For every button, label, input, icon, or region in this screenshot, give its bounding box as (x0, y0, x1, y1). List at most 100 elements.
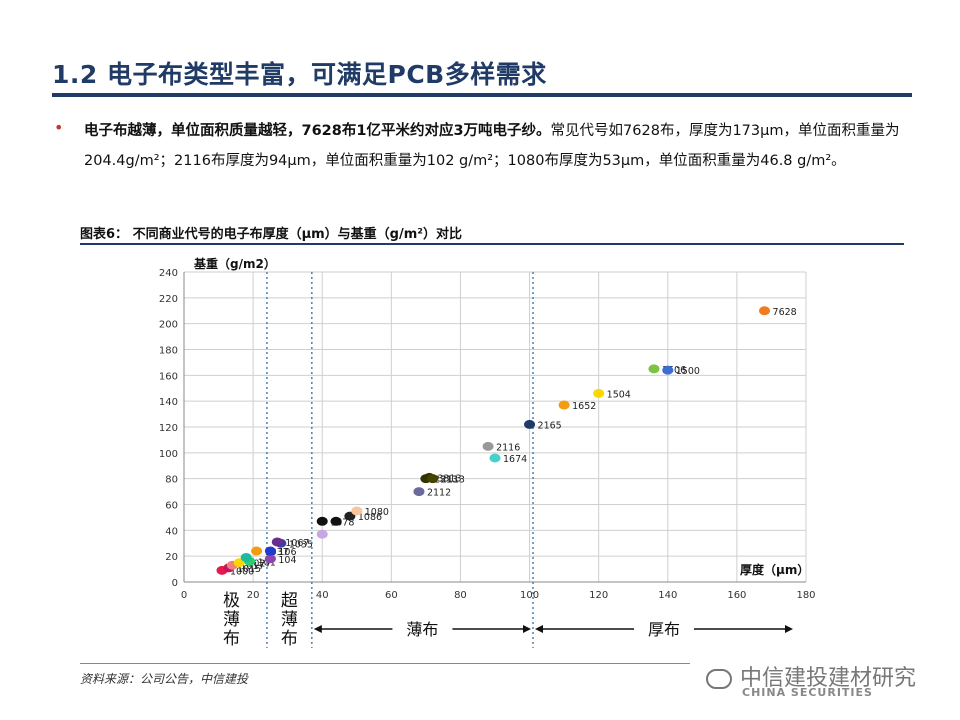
data-label: 101 (258, 557, 276, 568)
data-point (593, 388, 605, 398)
region-extra-thin: 超薄布 (281, 591, 298, 649)
data-point (524, 419, 536, 429)
data-point (316, 529, 328, 539)
data-label: 2112 (427, 488, 451, 499)
y-tick-label: 0 (172, 578, 178, 589)
y-tick-label: 100 (159, 449, 178, 460)
y-tick-label: 200 (159, 320, 178, 331)
data-label: 1086 (358, 512, 382, 523)
data-label: 1500 (676, 366, 700, 377)
data-label: 2116 (496, 442, 520, 453)
data-label: 2165 (538, 420, 562, 431)
watermark-text: 中信建投建材研究 (740, 666, 917, 691)
y-tick-label: 220 (159, 294, 178, 305)
y-tick-label: 140 (159, 397, 178, 408)
bullet-rest: 常见代号如7628布，厚度为173μm，单位面积重量为204.4g/m²；211… (84, 123, 900, 169)
data-label: 1504 (607, 389, 631, 400)
y-tick-label: 60 (165, 501, 178, 512)
region-char: 薄 (223, 610, 240, 630)
x-axis-label: 厚度（μm） (740, 562, 809, 577)
data-point (427, 474, 439, 484)
arrow-head (313, 625, 322, 633)
region-char: 布 (223, 629, 240, 649)
data-label: 1027 (247, 559, 271, 570)
data-label: 104 (278, 555, 296, 566)
data-point (489, 453, 501, 463)
x-tick-label: 180 (796, 590, 815, 601)
wechat-icon (706, 669, 732, 689)
arrow-head (785, 625, 793, 633)
y-tick-label: 180 (159, 346, 178, 357)
data-point (413, 487, 425, 497)
x-tick-label: 40 (316, 590, 329, 601)
y-tick-label: 20 (165, 552, 178, 563)
x-tick-label: 140 (658, 590, 677, 601)
data-label: 1017 (240, 561, 264, 572)
watermark-sub: CHINA SECURITIES (742, 686, 873, 699)
data-label: 1078 (330, 517, 354, 528)
arrow-head (523, 625, 532, 633)
figure-title-rule (80, 243, 904, 245)
data-label: 2313 (434, 475, 458, 486)
region-thick: 厚布 (535, 620, 793, 639)
y-tick-label: 80 (165, 475, 178, 486)
bullet-lead: 电子布越薄，单位面积质量越轻，7628布1亿平米约对应3万吨电子纱。 (84, 123, 551, 139)
data-label: 2113 (441, 475, 465, 486)
region-label: 薄布 (406, 620, 438, 639)
data-point (648, 364, 660, 374)
data-point (482, 441, 494, 451)
arrow-head (535, 625, 544, 633)
data-point (251, 546, 263, 556)
y-tick-label: 120 (159, 423, 178, 434)
y-tick-label: 40 (165, 526, 178, 537)
data-point (351, 506, 363, 516)
region-char: 布 (281, 629, 298, 649)
data-label: 1035 (289, 539, 313, 550)
x-tick-label: 80 (454, 590, 467, 601)
x-tick-label: 60 (385, 590, 398, 601)
page-title: 1.2 电子布类型丰富，可满足PCB多样需求 (52, 60, 547, 89)
scatter-chart: 0 20 40 60 80 100 120 140 160 180 200 220 240 0 20 40 60… (159, 256, 816, 649)
figure-source: 资料来源：公司公告，中信建投 (80, 672, 249, 686)
region-char: 极 (223, 591, 240, 611)
data-label: 1506 (662, 365, 686, 376)
x-tick-label: 120 (589, 590, 608, 601)
data-point (264, 554, 276, 564)
data-point (759, 306, 771, 316)
data-label: 106 (278, 547, 296, 558)
chart-axes: 0 20 40 60 80 100 120 140 160 180 200 220 240 0 20 40 60… (159, 268, 816, 601)
data-label: 1000 (230, 566, 254, 577)
source-rule (80, 663, 690, 664)
data-label: 1037 (265, 547, 289, 558)
y-tick-label: 160 (159, 371, 178, 382)
region-char: 超 (281, 591, 298, 611)
x-tick-label: 100 (520, 590, 539, 601)
y-tick-label: 240 (159, 268, 178, 279)
data-point (316, 516, 328, 526)
x-tick-label: 160 (727, 590, 746, 601)
data-label: 1080 (365, 507, 389, 518)
title-underline (52, 93, 912, 97)
data-point (240, 552, 252, 562)
bullet-text: 电子布越薄，单位面积质量越轻，7628布1亿平米约对应3万吨电子纱。常见代号如7… (84, 116, 914, 176)
x-tick-label: 20 (247, 590, 260, 601)
data-point (271, 537, 283, 547)
data-label: 1652 (572, 401, 596, 412)
data-point (264, 546, 276, 556)
data-point (662, 365, 674, 375)
chart-grid (183, 271, 807, 583)
data-label: 1067 (285, 538, 309, 549)
data-label: 7628 (773, 307, 797, 318)
data-point (330, 516, 342, 526)
x-tick-label: 0 (181, 590, 187, 601)
data-label: 1015 (237, 564, 261, 575)
watermark: 中信建投建材研究 (706, 660, 916, 692)
figure-title: 图表6： 不同商业代号的电子布厚度（μm）与基重（g/m²）对比 (80, 227, 462, 242)
region-ultra-thin: 极薄布 (223, 591, 240, 649)
bullet-marker: • (54, 118, 64, 137)
data-point (558, 400, 570, 410)
data-label: 3313 (437, 473, 461, 484)
data-label: 1674 (503, 454, 527, 465)
